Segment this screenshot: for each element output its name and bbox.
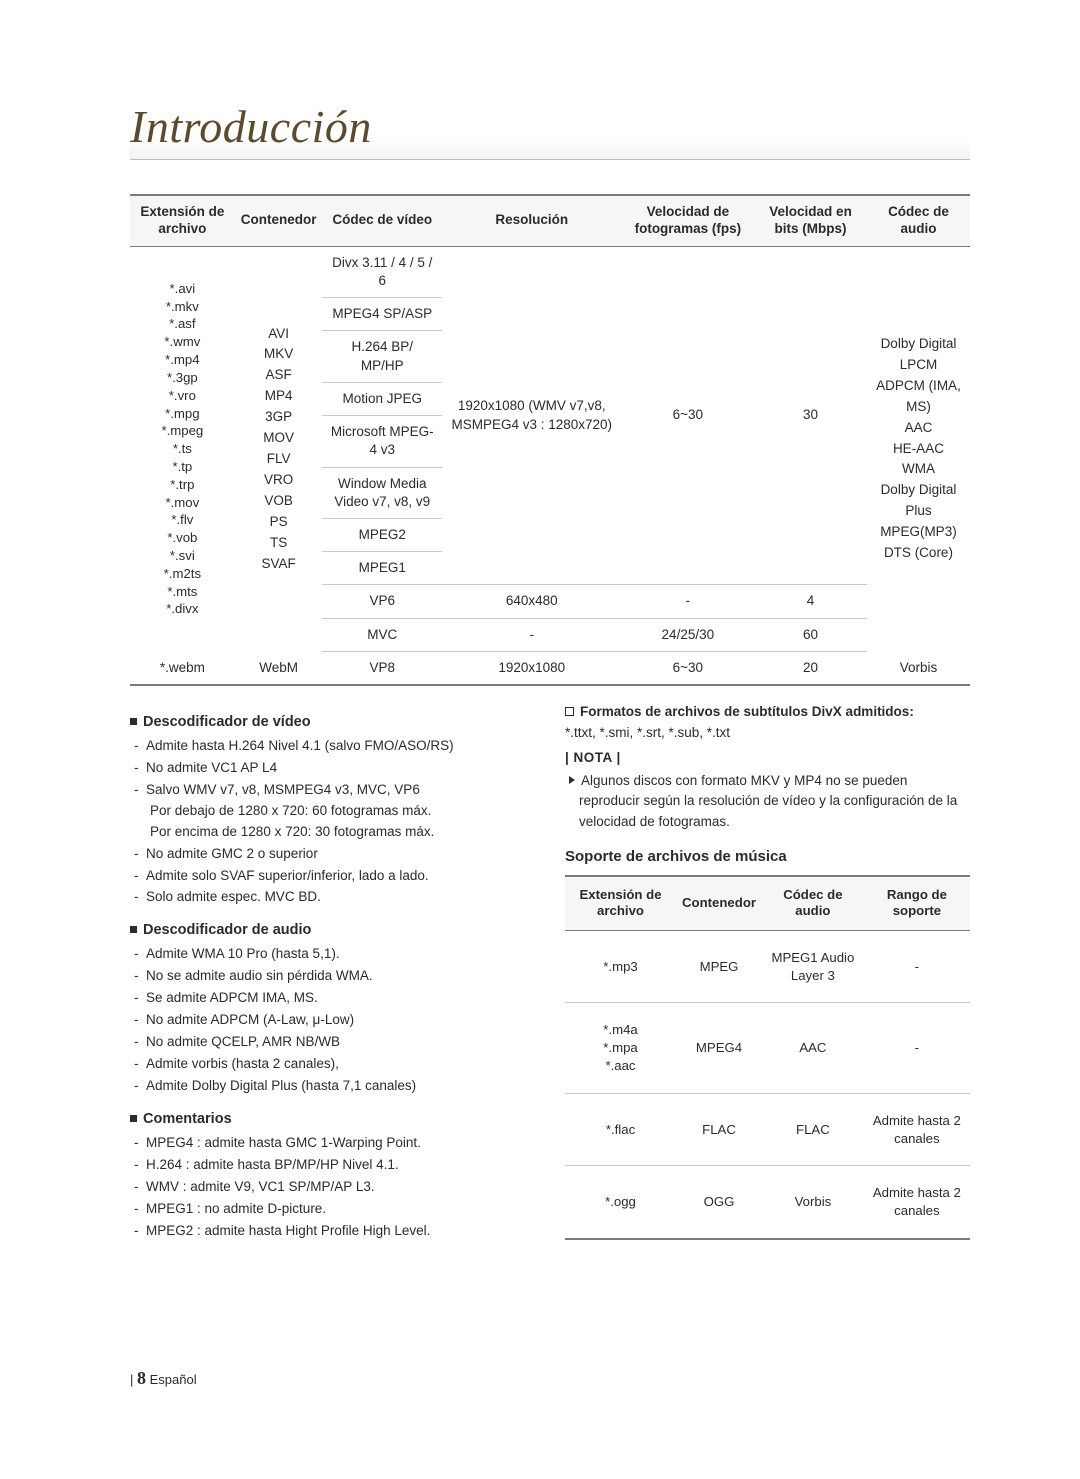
heading-audio-decoder: Descodificador de audio bbox=[130, 922, 535, 938]
heading-video-decoder: Descodificador de vídeo bbox=[130, 714, 535, 730]
cell-container: MPEG4 bbox=[676, 1003, 762, 1093]
cell-codec: Motion JPEG bbox=[322, 382, 442, 415]
nota-label: | NOTA | bbox=[565, 750, 970, 765]
audio-decoder-list: Admite WMA 10 Pro (hasta 5,1).No se admi… bbox=[130, 944, 535, 1096]
cell-ext: *.m4a *.mpa *.aac bbox=[565, 1003, 676, 1093]
list-item: MPEG4 : admite hasta GMC 1-Warping Point… bbox=[136, 1133, 535, 1154]
list-item: MPEG1 : no admite D-picture. bbox=[136, 1199, 535, 1220]
cell-range: Admite hasta 2 canales bbox=[864, 1093, 970, 1166]
list-item: Admite solo SVAF superior/inferior, lado… bbox=[136, 866, 535, 887]
list-item: Admite vorbis (hasta 2 canales), bbox=[136, 1054, 535, 1075]
cell-ext: *.webm bbox=[130, 651, 235, 685]
th-vcodec: Códec de vídeo bbox=[322, 195, 442, 246]
list-item: Admite WMA 10 Pro (hasta 5,1). bbox=[136, 944, 535, 965]
square-bullet-icon bbox=[130, 1115, 137, 1122]
cell-codec: VP6 bbox=[322, 585, 442, 618]
title-bar: Introducción bbox=[130, 100, 970, 160]
list-item: Se admite ADPCM IMA, MS. bbox=[136, 988, 535, 1009]
cell-bitrate: 30 bbox=[754, 246, 867, 585]
square-bullet-icon bbox=[130, 718, 137, 725]
list-item: No admite QCELP, AMR NB/WB bbox=[136, 1032, 535, 1053]
cell-bitrate: 60 bbox=[754, 618, 867, 651]
list-item: Admite Dolby Digital Plus (hasta 7,1 can… bbox=[136, 1076, 535, 1097]
cell-resolution: - bbox=[442, 618, 621, 651]
cell-range: - bbox=[864, 1003, 970, 1093]
cell-codec: Microsoft MPEG-4 v3 bbox=[322, 416, 442, 467]
cell-fps: - bbox=[621, 585, 754, 618]
cell-container: MPEG bbox=[676, 930, 762, 1003]
cell-codec: VP8 bbox=[322, 651, 442, 685]
mth-range: Rango de soporte bbox=[864, 876, 970, 931]
cell-ext: *.flac bbox=[565, 1093, 676, 1166]
th-container: Contenedor bbox=[235, 195, 323, 246]
cell-resolution: 640x480 bbox=[442, 585, 621, 618]
cell-codec: MPEG1 bbox=[322, 552, 442, 585]
cell-codec: MPEG1 Audio Layer 3 bbox=[762, 930, 864, 1003]
cell-resolution: 1920x1080 (WMV v7,v8, MSMPEG4 v3 : 1280x… bbox=[442, 246, 621, 585]
music-support-heading: Soporte de archivos de música bbox=[565, 848, 970, 865]
cell-range: Admite hasta 2 canales bbox=[864, 1166, 970, 1239]
list-item: No se admite audio sin pérdida WMA. bbox=[136, 966, 535, 987]
square-outline-icon bbox=[565, 707, 574, 716]
list-item: Admite hasta H.264 Nivel 4.1 (salvo FMO/… bbox=[136, 736, 535, 757]
cell-fps: 24/25/30 bbox=[621, 618, 754, 651]
subtitle-formats: *.ttxt, *.smi, *.srt, *.sub, *.txt bbox=[565, 725, 970, 740]
mth-ext: Extensión de archivo bbox=[565, 876, 676, 931]
subtitle-formats-heading: Formatos de archivos de subtítulos DivX … bbox=[565, 704, 970, 719]
page-title: Introducción bbox=[130, 100, 970, 153]
cell-codec: FLAC bbox=[762, 1093, 864, 1166]
video-decoder-list: Admite hasta H.264 Nivel 4.1 (salvo FMO/… bbox=[130, 736, 535, 908]
comments-list: MPEG4 : admite hasta GMC 1-Warping Point… bbox=[130, 1133, 535, 1242]
right-column: Formatos de archivos de subtítulos DivX … bbox=[565, 700, 970, 1242]
list-item: H.264 : admite hasta BP/MP/HP Nivel 4.1. bbox=[136, 1155, 535, 1176]
cell-codec: MPEG4 SP/ASP bbox=[322, 298, 442, 331]
th-fps: Velocidad de fotogramas (fps) bbox=[621, 195, 754, 246]
cell-container: FLAC bbox=[676, 1093, 762, 1166]
cell-ext: *.ogg bbox=[565, 1166, 676, 1239]
cell-container: WebM bbox=[235, 651, 323, 685]
left-column: Descodificador de vídeo Admite hasta H.2… bbox=[130, 700, 535, 1242]
list-item: Solo admite espec. MVC BD. bbox=[136, 887, 535, 908]
cell-resolution: 1920x1080 bbox=[442, 651, 621, 685]
cell-bitrate: 4 bbox=[754, 585, 867, 618]
cell-audio-codecs: Dolby DigitalLPCMADPCM (IMA, MS)AACHE-AA… bbox=[867, 246, 970, 651]
cell-range: - bbox=[864, 930, 970, 1003]
page-footer: | 8 Español bbox=[130, 1368, 197, 1389]
video-codec-table: Extensión de archivo Contenedor Códec de… bbox=[130, 194, 970, 686]
cell-container: OGG bbox=[676, 1166, 762, 1239]
cell-codec: Window Media Video v7, v8, v9 bbox=[322, 467, 442, 518]
list-item: No admite VC1 AP L4 bbox=[136, 758, 535, 779]
heading-comments: Comentarios bbox=[130, 1111, 535, 1127]
list-item: No admite ADPCM (A-Law, μ-Low) bbox=[136, 1010, 535, 1031]
cell-fps: 6~30 bbox=[621, 651, 754, 685]
mth-container: Contenedor bbox=[676, 876, 762, 931]
th-acodec: Códec de audio bbox=[867, 195, 970, 246]
cell-codec: H.264 BP/ MP/HP bbox=[322, 331, 442, 382]
page-number: 8 bbox=[137, 1368, 146, 1388]
cell-ext: *.mp3 bbox=[565, 930, 676, 1003]
list-item: No admite GMC 2 o superior bbox=[136, 844, 535, 865]
cell-fps: 6~30 bbox=[621, 246, 754, 585]
mth-codec: Códec de audio bbox=[762, 876, 864, 931]
cell-bitrate: 20 bbox=[754, 651, 867, 685]
cell-codec: Divx 3.11 / 4 / 5 / 6 bbox=[322, 246, 442, 297]
cell-codec: Vorbis bbox=[762, 1166, 864, 1239]
th-bitrate: Velocidad en bits (Mbps) bbox=[754, 195, 867, 246]
triangle-bullet-icon bbox=[569, 776, 575, 784]
list-item: Salvo WMV v7, v8, MSMPEG4 v3, MVC, VP6Po… bbox=[136, 780, 535, 843]
cell-codec: AAC bbox=[762, 1003, 864, 1093]
cell-audio: Vorbis bbox=[867, 651, 970, 685]
footer-lang: Español bbox=[150, 1372, 197, 1387]
cell-codec: MVC bbox=[322, 618, 442, 651]
cell-containers: AVIMKVASFMP43GPMOVFLVVROVOBPSTSSVAF bbox=[235, 246, 323, 651]
th-res: Resolución bbox=[442, 195, 621, 246]
list-item: WMV : admite V9, VC1 SP/MP/AP L3. bbox=[136, 1177, 535, 1198]
nota-body: Algunos discos con formato MKV y MP4 no … bbox=[565, 771, 970, 832]
cell-codec: MPEG2 bbox=[322, 518, 442, 551]
list-item: MPEG2 : admite hasta Hight Profile High … bbox=[136, 1221, 535, 1242]
music-support-table: Extensión de archivo Contenedor Códec de… bbox=[565, 875, 970, 1240]
square-bullet-icon bbox=[130, 926, 137, 933]
cell-extensions: *.avi*.mkv*.asf*.wmv*.mp4*.3gp*.vro*.mpg… bbox=[130, 246, 235, 651]
th-ext: Extensión de archivo bbox=[130, 195, 235, 246]
